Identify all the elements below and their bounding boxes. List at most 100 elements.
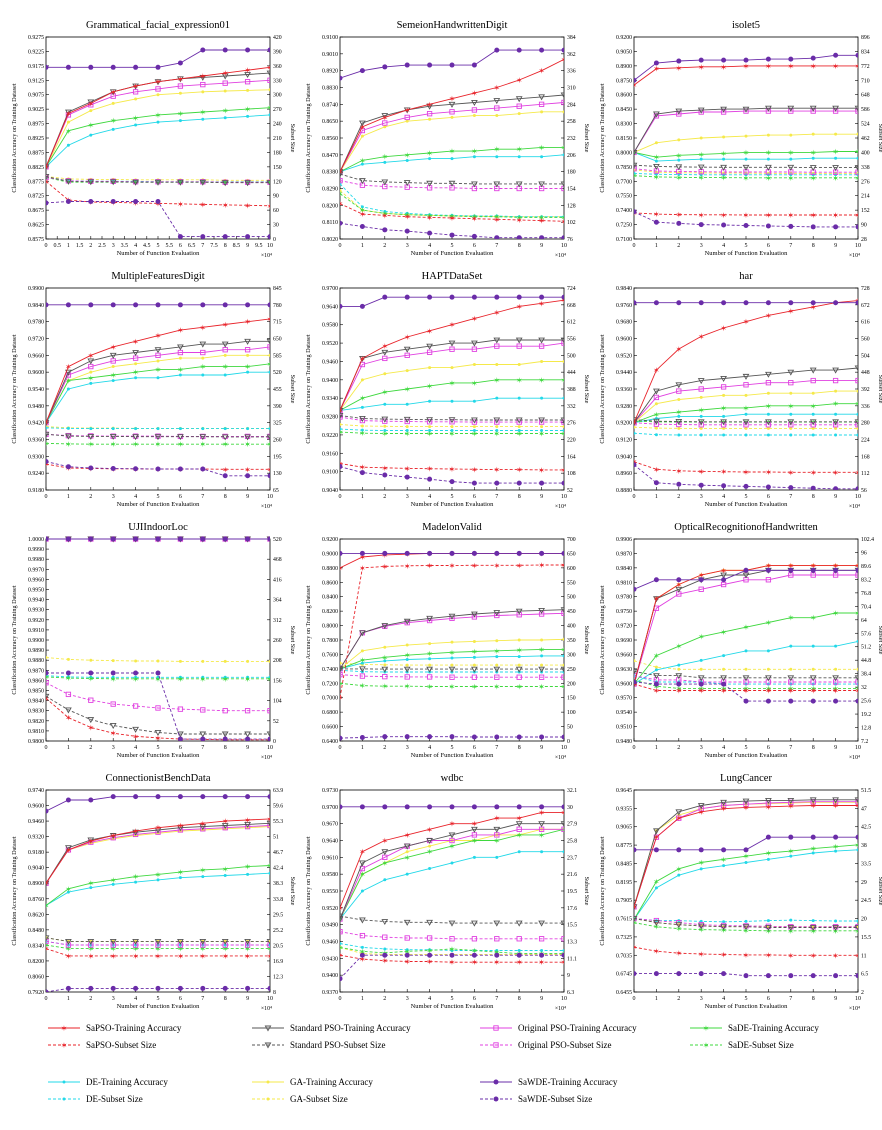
sawde-acc-point xyxy=(856,300,861,305)
x-tick-label: 2 xyxy=(89,243,92,249)
sapso-size-point: ✶ xyxy=(359,210,366,219)
y2-tick-label: 156 xyxy=(273,678,282,684)
sawde-size-point xyxy=(654,480,659,485)
sade-acc-point: ✶ xyxy=(267,360,274,369)
x-tick-label: 9 xyxy=(540,494,543,500)
y2-axis-label: Subset Size xyxy=(877,124,882,153)
sade-acc-point: ✶ xyxy=(110,876,117,885)
sapso-acc-point: ✶ xyxy=(471,820,478,829)
sawde-size-point xyxy=(676,482,681,487)
sawde-acc-point xyxy=(517,295,522,300)
y-tick-label: 0.9700 xyxy=(322,286,338,292)
sawde-size-point xyxy=(133,986,138,991)
sade-acc-point: ✶ xyxy=(155,111,162,120)
sapso-size-point: ✶ xyxy=(832,468,839,477)
x-tick-label: 6 xyxy=(767,745,770,751)
sawde-acc-point xyxy=(654,60,659,65)
sapso-acc-point: ✶ xyxy=(653,366,660,375)
sade-acc-point: ✶ xyxy=(449,147,456,156)
sade-size-point: ✶ xyxy=(244,440,251,449)
y2-tick-label: 96 xyxy=(861,550,867,556)
y2-tick-label: 24.5 xyxy=(861,898,871,904)
de-acc-point xyxy=(518,655,521,658)
legend-entry: ✶SaDE-Subset Size xyxy=(690,1040,794,1050)
sawde-acc-point xyxy=(178,537,183,542)
y2-tick-label: 17.6 xyxy=(567,906,577,912)
y-tick-label: 0.9125 xyxy=(28,78,44,84)
y2-tick-label: 332 xyxy=(567,404,576,410)
y2-tick-label: 52 xyxy=(273,719,279,725)
ga-size-point xyxy=(451,425,454,428)
sade-acc-point: ✶ xyxy=(743,852,750,861)
x-tick-label: 6 xyxy=(179,243,182,249)
x-tick-label: 1 xyxy=(655,996,658,1002)
sade-acc-point: ✶ xyxy=(222,865,229,874)
ga-size-point xyxy=(655,666,658,669)
legend-label: DE-Training Accuracy xyxy=(86,1077,168,1087)
y-tick-label: 0.9370 xyxy=(322,990,338,996)
sade-size-point: ✶ xyxy=(110,440,117,449)
legend-marker xyxy=(494,1080,499,1085)
sapso-acc-point: ✶ xyxy=(404,333,411,342)
sapso-acc-point: ✶ xyxy=(132,337,139,346)
de-size-point xyxy=(700,433,703,436)
sapso-size-point: ✶ xyxy=(471,561,478,570)
sawde-size-point xyxy=(66,986,71,991)
x-tick-label: 3 xyxy=(700,996,703,1002)
de-size-point xyxy=(767,433,770,436)
sapso-acc-point: ✶ xyxy=(155,78,162,87)
sapso-acc-point: ✶ xyxy=(698,808,705,817)
y2-tick-label: 600 xyxy=(567,566,576,572)
sawde-size-point xyxy=(156,671,161,676)
sade-size-point: ✶ xyxy=(765,174,772,183)
y2-tick-label: 33.8 xyxy=(273,897,283,903)
x-tick-label: 4.5 xyxy=(143,243,151,249)
sawde-acc-point xyxy=(360,804,365,809)
sawde-acc-point xyxy=(562,295,567,300)
de-acc-point xyxy=(473,400,476,403)
de-acc-point xyxy=(428,867,431,870)
y-tick-label: 0.9320 xyxy=(28,835,44,841)
sawde-acc-point xyxy=(133,65,138,70)
y2-tick-label: 276 xyxy=(861,179,870,185)
y-tick-label: 0.9360 xyxy=(28,438,44,444)
sade-acc-point: ✶ xyxy=(832,400,839,409)
y-tick-label: 0.8300 xyxy=(616,122,632,128)
x-tick-label: 10 xyxy=(267,996,273,1002)
ga-acc-point xyxy=(361,135,364,138)
x-tick-label: 0 xyxy=(339,243,342,249)
y-tick-label: 0.9520 xyxy=(616,353,632,359)
sade-acc-point: ✶ xyxy=(381,653,388,662)
sade-acc-point: ✶ xyxy=(87,121,94,130)
sawde-acc-point xyxy=(517,551,522,556)
opso-acc-line xyxy=(634,111,858,152)
sade-acc-point: ✶ xyxy=(698,633,705,642)
x-tick-label: 8 xyxy=(812,996,815,1002)
sawde-size-point xyxy=(405,229,410,234)
de-acc-point xyxy=(834,157,837,160)
de-acc-point xyxy=(269,113,272,116)
sapso-size-point: ✶ xyxy=(765,687,772,696)
sapso-acc-point: ✶ xyxy=(538,67,545,76)
y2-tick-label: 520 xyxy=(273,537,282,543)
sapso-size-point: ✶ xyxy=(222,201,229,210)
sawde-size-point xyxy=(788,224,793,229)
y2-axis-label: Subset Size xyxy=(877,626,882,655)
x-tick-label: 7.5 xyxy=(210,243,218,249)
de-acc-point xyxy=(700,867,703,870)
sawde-acc-point xyxy=(200,302,205,307)
y2-tick-label: 360 xyxy=(273,64,282,70)
ga-acc-point xyxy=(812,133,815,136)
sawde-size-point xyxy=(450,233,455,238)
x-tick-label: 7 xyxy=(201,494,204,500)
sade-size-point: ✶ xyxy=(720,174,727,183)
ga-acc-point xyxy=(518,639,521,642)
sapso-acc-point: ✶ xyxy=(810,62,817,71)
sawde-acc-point xyxy=(178,794,183,799)
y-tick-label: 0.8830 xyxy=(322,86,338,92)
y2-tick-label: 83.2 xyxy=(861,577,871,583)
y-axis-label: Classification Accuracy on Training Data… xyxy=(305,83,312,193)
y-tick-label: 0.9660 xyxy=(616,652,632,658)
